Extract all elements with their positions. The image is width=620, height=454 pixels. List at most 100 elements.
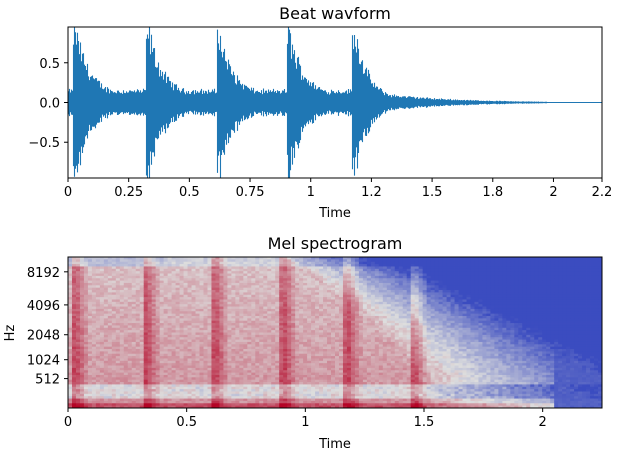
spectrogram-cell	[151, 377, 157, 381]
spectrogram-cell	[135, 377, 141, 381]
spectrogram-cell	[83, 290, 89, 293]
spectrogram-cell	[79, 315, 85, 319]
spectrogram-cell	[291, 292, 296, 296]
spectrogram-cell	[358, 370, 364, 374]
spectrogram-cell	[338, 382, 344, 385]
spectrogram-cell	[346, 259, 352, 263]
spectrogram-cell	[247, 271, 252, 274]
spectrogram-cell	[195, 315, 200, 319]
spectrogram-cell	[115, 275, 121, 279]
spectrogram-cell	[374, 282, 380, 286]
spectrogram-cell	[338, 257, 344, 260]
spectrogram-cell	[342, 327, 348, 331]
spectrogram-cell	[315, 405, 320, 409]
spectrogram-cell	[131, 403, 137, 407]
spectrogram-cell	[346, 275, 352, 279]
spectrogram-cell	[199, 306, 204, 310]
spectrogram-cell	[303, 332, 308, 336]
spectrogram-cell	[311, 358, 316, 362]
spectrogram-cell	[275, 299, 280, 303]
spectrogram-cell	[115, 306, 121, 310]
spectrogram-cell	[366, 351, 372, 355]
spectrogram-cell	[315, 292, 320, 296]
spectrogram-cell	[167, 325, 173, 329]
spectrogram-cell	[370, 341, 376, 345]
spectrogram-cell	[346, 398, 352, 402]
spectrogram-cell	[203, 365, 208, 369]
spectrogram-cell	[338, 266, 344, 270]
spectrogram-cell	[338, 271, 344, 274]
spectrogram-cell	[79, 363, 85, 366]
spectrogram-cell	[374, 323, 380, 326]
spectrogram-cell	[167, 278, 173, 281]
spectrogram-cell	[171, 360, 176, 364]
spectrogram-cell	[107, 318, 113, 322]
spectrogram-cell	[147, 261, 153, 265]
spectrogram-cell	[99, 311, 105, 315]
spectrogram-cell	[103, 360, 109, 364]
spectrogram-cell	[111, 287, 117, 291]
spectrogram-cell	[259, 280, 264, 284]
spectrogram-cell	[346, 311, 352, 315]
spectrogram-cell	[151, 299, 157, 303]
spectrogram-cell	[159, 306, 165, 310]
spectrogram-cell	[283, 280, 288, 284]
spectrogram-cell	[127, 299, 133, 303]
spectrogram-cell	[327, 405, 332, 409]
spectrogram-cell	[287, 358, 292, 362]
spectrogram-cell	[123, 389, 129, 392]
spectrogram-cell	[370, 271, 376, 274]
spectrogram-cell	[338, 259, 344, 263]
spectrogram-cell	[163, 358, 169, 362]
spectrogram-cell	[75, 297, 81, 300]
spectrogram-cell	[263, 325, 268, 329]
spectrogram-cell	[171, 396, 176, 399]
spectrogram-cell	[139, 403, 145, 407]
spectrogram-cell	[135, 339, 141, 343]
spectrogram-cell	[187, 344, 192, 348]
spectrogram-cell	[370, 280, 376, 284]
spectrogram-cell	[167, 308, 173, 312]
spectrogram-cell	[119, 384, 125, 388]
spectrogram-cell	[175, 339, 180, 343]
spectrogram-cell	[319, 377, 324, 381]
spectrogram-cell	[319, 308, 324, 312]
spectrogram-cell	[151, 271, 157, 274]
spectrogram-cell	[338, 287, 344, 291]
spectrogram-cell	[195, 346, 200, 350]
spectrogram-cell	[103, 356, 109, 359]
spectrogram-cell	[323, 360, 328, 364]
spectrogram-cell	[354, 367, 360, 371]
spectrogram-cell	[119, 358, 125, 362]
spectrogram-cell	[107, 367, 113, 371]
spectrogram-cell	[370, 363, 376, 366]
spectrogram-cell	[327, 363, 332, 366]
spectrogram-cell	[295, 358, 300, 362]
spectrogram-cell	[331, 282, 336, 286]
spectrogram-cell	[291, 398, 296, 402]
spectrogram-cell	[370, 358, 376, 362]
spectrogram-cell	[271, 308, 276, 312]
spectrogram-cell	[203, 334, 208, 338]
spectrogram-cell	[342, 379, 348, 383]
spectrogram-cell	[87, 320, 93, 324]
spectrogram-cell	[231, 405, 236, 409]
spectrogram-cell	[362, 271, 368, 274]
spectrogram-cell	[350, 334, 356, 338]
spectrogram-cell	[239, 337, 244, 340]
spectrogram-cell	[335, 306, 340, 310]
spectrogram-cell	[99, 363, 105, 366]
spectrogram-cell	[247, 346, 252, 350]
spectrogram-cell	[123, 275, 129, 279]
spectrogram-cell	[103, 353, 109, 357]
spectrogram-cell	[171, 363, 176, 366]
spectrogram-cell	[127, 405, 133, 409]
spectrogram-cell	[107, 313, 113, 317]
spectrogram-cell	[327, 268, 332, 272]
spectrogram-cell	[223, 382, 228, 385]
spectrogram-cell	[319, 327, 324, 331]
spectrogram-cell	[342, 396, 348, 399]
spectrogram-cell	[366, 339, 372, 343]
spectrogram-cell	[103, 358, 109, 362]
spectrogram-cell	[175, 282, 180, 286]
